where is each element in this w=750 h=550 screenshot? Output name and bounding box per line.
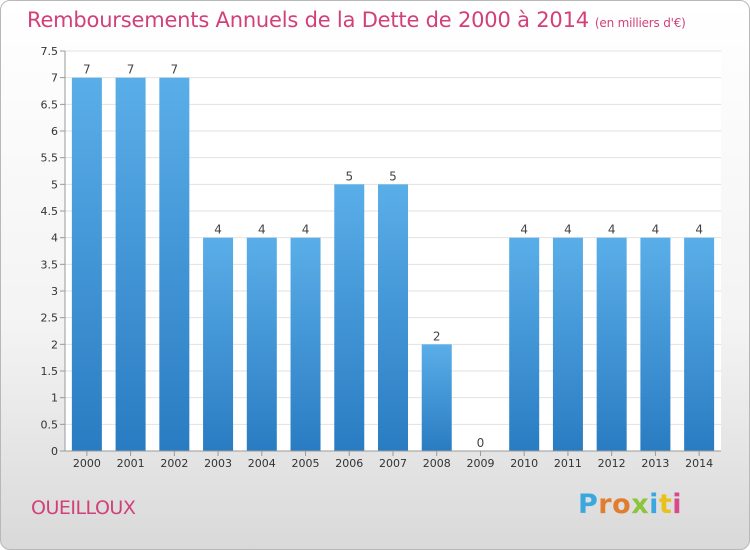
bar	[334, 184, 365, 452]
y-tick-label: 1	[51, 392, 58, 405]
y-tick-label: 0.5	[41, 418, 59, 431]
y-tick-label: 2	[51, 338, 58, 351]
y-tick-label: 4	[51, 232, 58, 245]
bar	[290, 237, 321, 451]
data-label: 4	[652, 223, 660, 237]
x-tick-label: 2004	[248, 457, 276, 470]
chart-title-text: Remboursements Annuels de la Dette de 20…	[27, 8, 589, 32]
data-label: 4	[520, 223, 528, 237]
y-tick-label: 6.5	[41, 98, 59, 111]
bar	[159, 77, 190, 452]
logo-letter: P	[578, 489, 599, 520]
y-tick-label: 4.5	[41, 205, 59, 218]
y-tick-label: 7.5	[41, 45, 59, 58]
bar	[378, 184, 408, 452]
bar	[203, 237, 234, 451]
data-label: 2	[433, 329, 441, 343]
proxiti-logo: Proxiti	[578, 489, 682, 520]
data-label: 5	[389, 169, 397, 183]
x-tick-label: 2013	[641, 457, 669, 470]
bar	[552, 237, 583, 451]
x-tick-label: 2012	[598, 457, 626, 470]
data-label: 7	[127, 63, 135, 77]
y-tick-label: 5.5	[41, 152, 59, 165]
bar	[509, 237, 540, 451]
bar	[115, 77, 146, 452]
chart-subtitle: (en milliers d'€)	[594, 16, 686, 30]
y-tick-label: 7	[51, 72, 58, 85]
y-tick-label: 3.5	[41, 258, 59, 271]
data-label: 4	[214, 223, 222, 237]
x-tick-label: 2002	[160, 457, 188, 470]
y-tick-label: 3	[51, 285, 58, 298]
logo-letter: x	[631, 489, 650, 520]
x-tick-label: 2001	[117, 457, 145, 470]
x-tick-label: 2007	[379, 457, 407, 470]
bar	[640, 237, 671, 451]
bar	[421, 344, 452, 451]
bar	[596, 237, 627, 451]
data-label: 4	[302, 223, 310, 237]
y-tick-label: 0	[51, 445, 58, 458]
chart-title: Remboursements Annuels de la Dette de 20…	[27, 8, 686, 32]
data-label: 4	[695, 223, 703, 237]
x-tick-label: 2000	[73, 457, 101, 470]
data-label: 5	[345, 169, 353, 183]
x-tick-label: 2005	[292, 457, 320, 470]
x-tick-label: 2014	[685, 457, 713, 470]
logo-letter: o	[612, 489, 632, 520]
data-label: 4	[258, 223, 266, 237]
data-label: 4	[608, 223, 616, 237]
y-tick-label: 1.5	[41, 365, 59, 378]
x-tick-label: 2008	[423, 457, 451, 470]
data-label: 7	[171, 63, 179, 77]
y-tick-label: 5	[51, 178, 58, 191]
logo-letter: i	[672, 489, 683, 520]
logo-letter: i	[649, 489, 659, 520]
x-tick-label: 2010	[510, 457, 538, 470]
data-label: 0	[477, 436, 485, 450]
data-label: 4	[564, 223, 572, 237]
commune-name: OUEILLOUX	[31, 497, 136, 519]
bar	[71, 77, 102, 452]
x-tick-label: 2006	[335, 457, 363, 470]
y-tick-label: 2.5	[41, 312, 59, 325]
x-tick-label: 2003	[204, 457, 232, 470]
x-tick-label: 2011	[554, 457, 582, 470]
bar	[246, 237, 277, 451]
logo-letter: r	[598, 489, 613, 520]
y-tick-label: 6	[51, 125, 58, 138]
bar	[684, 237, 715, 451]
data-label: 7	[83, 63, 91, 77]
logo-letter: t	[658, 489, 673, 520]
x-tick-label: 2009	[466, 457, 494, 470]
